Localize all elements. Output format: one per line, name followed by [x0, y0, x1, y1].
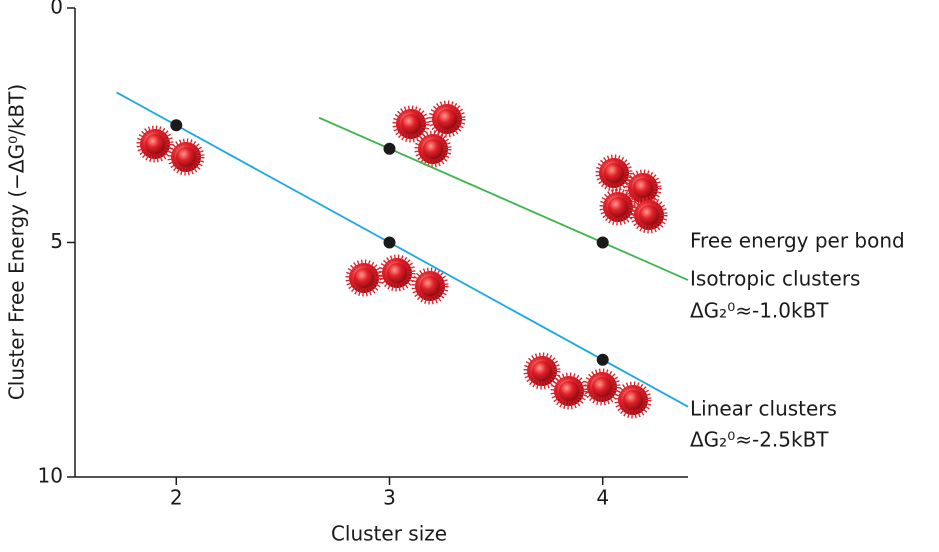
particle: [145, 134, 165, 154]
y-tick-label: 5: [50, 229, 63, 253]
particle: [420, 276, 440, 296]
x-tick-label: 4: [596, 486, 609, 510]
y-tick-label: 10: [38, 464, 63, 488]
particle: [592, 377, 612, 397]
annotation: Free energy per bond: [690, 229, 905, 253]
particle: [387, 263, 407, 283]
particle: [639, 205, 659, 225]
data-point: [383, 236, 396, 249]
annotation: ΔG₂⁰≈-2.5kBT: [690, 428, 829, 452]
particle: [623, 390, 643, 410]
y-tick-label: 0: [50, 0, 63, 19]
annotation: Isotropic clusters: [690, 267, 860, 291]
particle: [423, 139, 443, 159]
particle: [176, 147, 196, 167]
cluster-illustrations: [136, 100, 668, 419]
data-point: [596, 236, 609, 249]
data-point: [596, 353, 609, 366]
particle: [401, 114, 421, 134]
data-point: [170, 119, 183, 132]
particle: [354, 268, 374, 288]
fit-line: [116, 91, 689, 408]
x-tick-label: 2: [170, 486, 183, 510]
fit-line: [318, 116, 689, 281]
particle: [633, 178, 653, 198]
particle: [604, 163, 624, 183]
particle: [437, 109, 457, 129]
particle: [608, 197, 628, 217]
data-point: [383, 142, 396, 155]
annotation: ΔG₂⁰≈-1.0kBT: [690, 299, 829, 323]
annotation: Linear clusters: [690, 397, 837, 421]
x-tick-label: 3: [383, 486, 396, 510]
particle: [559, 381, 579, 401]
y-axis-label: Cluster Free Energy (−ΔG⁰/kBT): [5, 84, 29, 400]
particle: [532, 361, 552, 381]
x-axis-label: Cluster size: [331, 522, 447, 546]
